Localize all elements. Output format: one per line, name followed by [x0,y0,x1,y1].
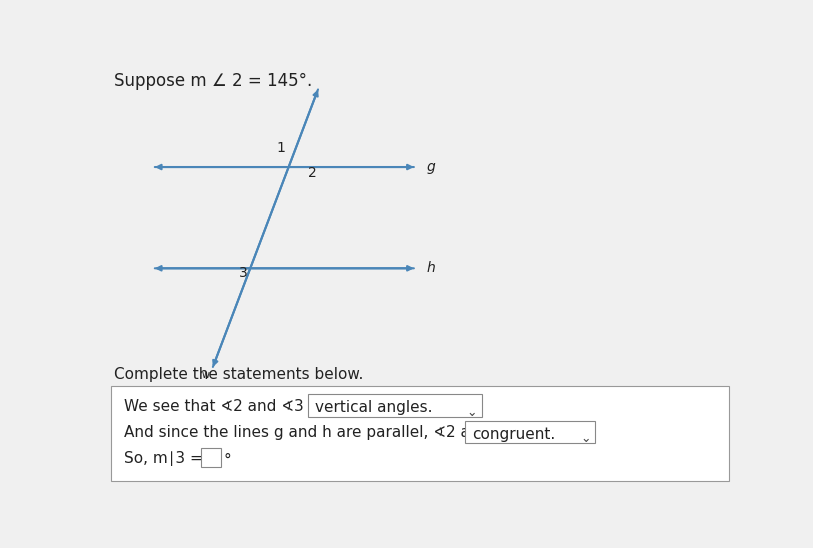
Text: °: ° [224,453,231,467]
FancyBboxPatch shape [465,421,595,443]
Text: We see that ∢2 and ∢3 are: We see that ∢2 and ∢3 are [124,399,338,414]
FancyBboxPatch shape [201,448,221,467]
Text: Complete the statements below.: Complete the statements below. [114,368,363,383]
Text: congruent.: congruent. [472,426,555,442]
Text: And since the lines g and h are parallel, ∢2 and ∢3 are: And since the lines g and h are parallel… [124,425,551,440]
Text: ⌄: ⌄ [467,406,477,419]
Text: h: h [426,261,435,275]
Text: g: g [426,160,435,174]
Text: ⌄: ⌄ [580,432,591,445]
Text: 2: 2 [308,167,317,180]
Text: Suppose m ∠ 2 = 145°.: Suppose m ∠ 2 = 145°. [114,72,312,90]
Text: w: w [202,369,210,380]
Text: vertical angles.: vertical angles. [315,401,432,415]
FancyBboxPatch shape [111,386,728,481]
Text: So, m∣3 =: So, m∣3 = [124,452,207,466]
Text: 1: 1 [276,141,285,155]
FancyBboxPatch shape [307,395,481,417]
Text: 3: 3 [239,266,248,281]
